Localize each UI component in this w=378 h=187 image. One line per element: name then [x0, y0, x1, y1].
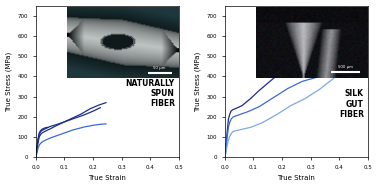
Text: SILK
GUT
FIBER: SILK GUT FIBER	[339, 89, 364, 119]
X-axis label: True Strain: True Strain	[88, 175, 126, 181]
X-axis label: True Strain: True Strain	[277, 175, 315, 181]
Y-axis label: True Stress (MPa): True Stress (MPa)	[195, 51, 201, 111]
Y-axis label: True Stress (MPa): True Stress (MPa)	[6, 51, 12, 111]
Text: NATURALLY
SPUN
FIBER: NATURALLY SPUN FIBER	[125, 79, 175, 108]
